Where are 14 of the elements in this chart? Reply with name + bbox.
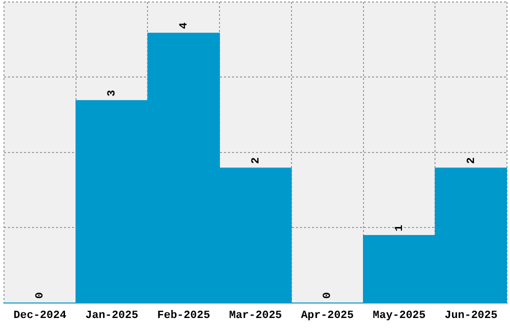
data-label: 1 <box>394 224 406 232</box>
x-tick-label: Mar-2025 <box>229 310 282 322</box>
data-label: 0 <box>322 292 334 299</box>
data-label: 4 <box>178 22 190 30</box>
data-label: 0 <box>34 292 47 299</box>
data-label: 2 <box>250 157 262 164</box>
x-tick-label: Dec-2024 <box>14 310 67 322</box>
x-tick-label: Jan-2025 <box>85 310 139 322</box>
data-label: 2 <box>466 157 478 164</box>
x-tick-label: Jun-2025 <box>444 310 498 322</box>
data-label: 3 <box>106 89 119 96</box>
x-tick-label: Apr-2025 <box>300 310 354 322</box>
x-tick-label: May-2025 <box>372 310 426 322</box>
x-tick-label: Feb-2025 <box>157 310 210 322</box>
